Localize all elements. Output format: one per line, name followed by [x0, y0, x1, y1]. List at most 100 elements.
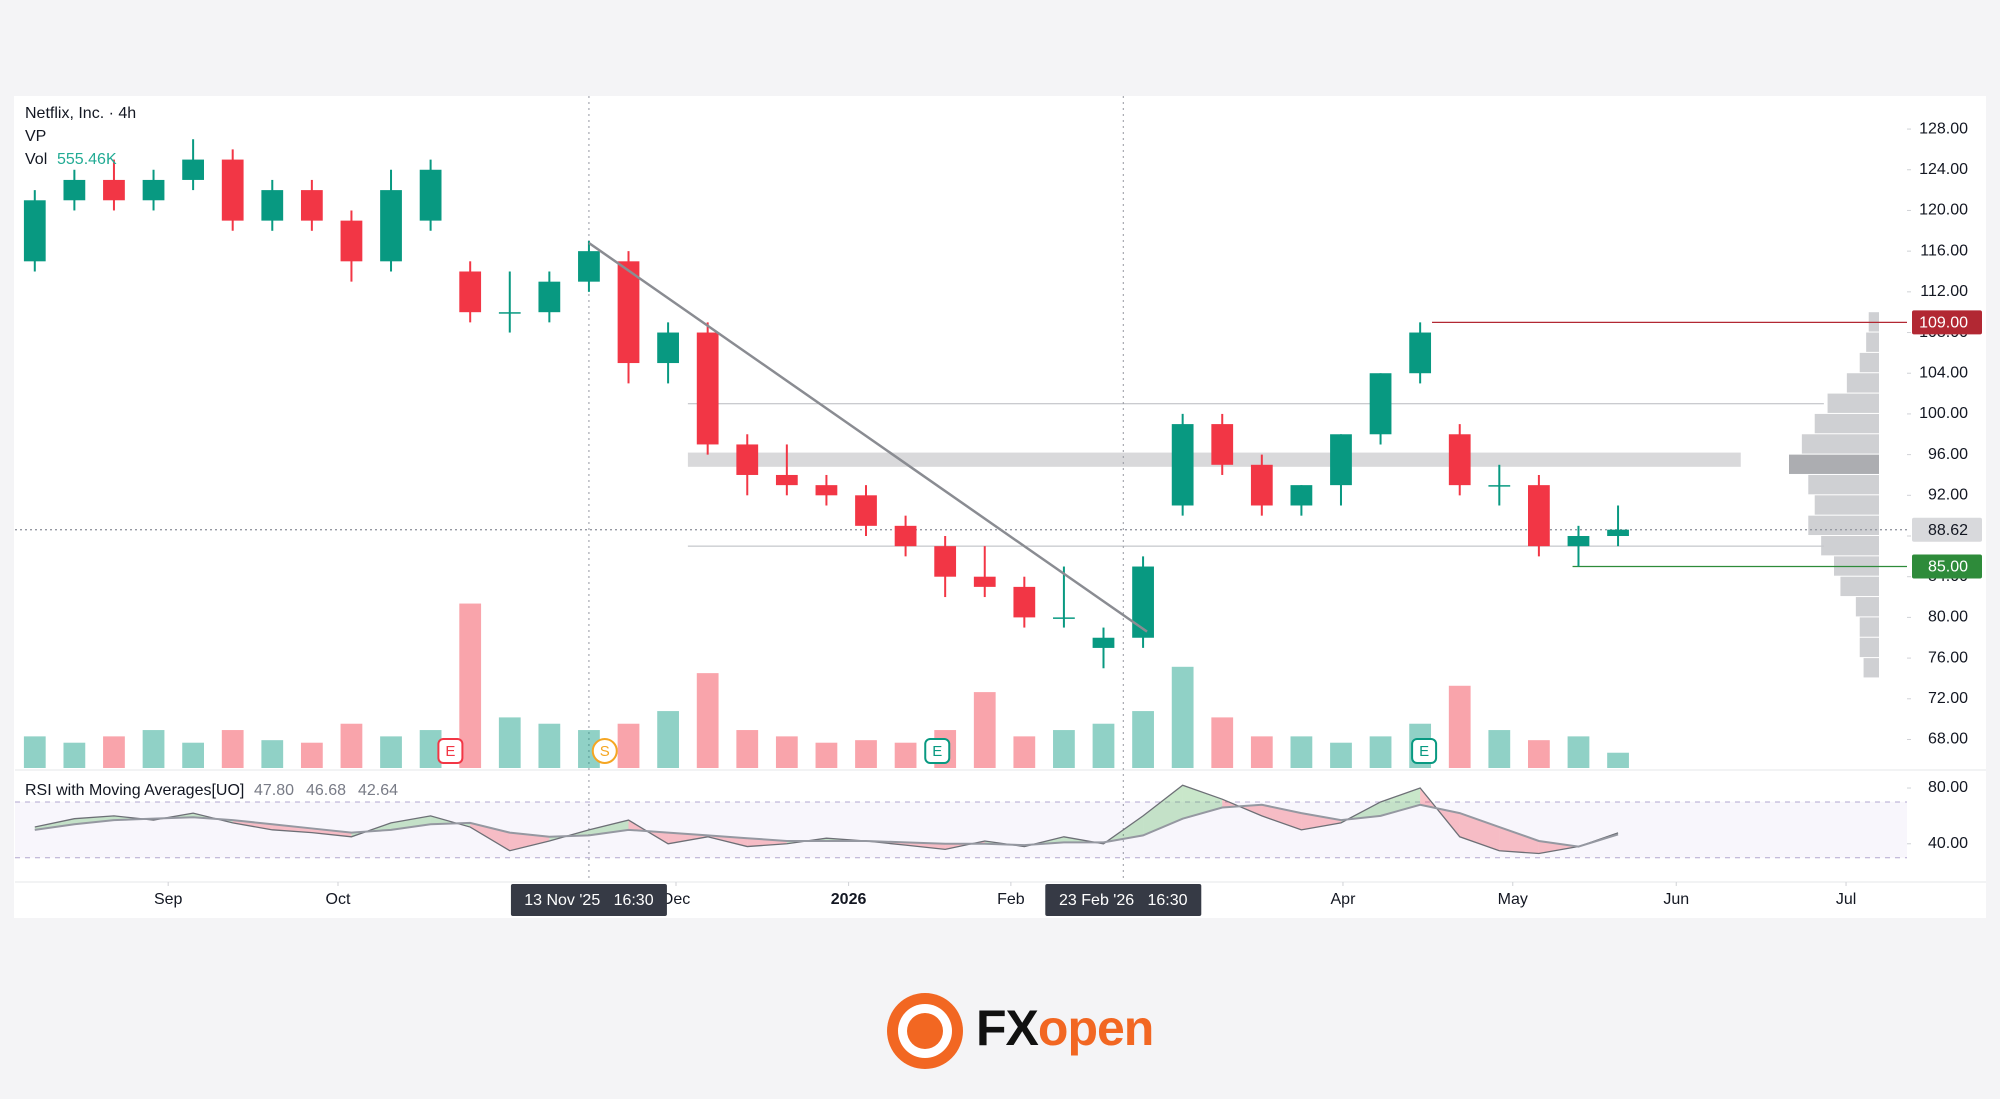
crosshair-label: 23 Feb '26 16:30 [1059, 892, 1188, 909]
volume-bar [538, 723, 561, 768]
y-tick-label: 72.00 [1928, 690, 1968, 707]
candle-body [1290, 485, 1313, 506]
volume-profile-bar [1814, 495, 1879, 515]
volume-profile-bar [1808, 515, 1879, 536]
candle-body [23, 200, 46, 262]
candle-body [1369, 373, 1392, 435]
candle-body [419, 169, 442, 221]
crosshair-label: 13 Nov '25 16:30 [524, 892, 653, 909]
logo-open: open [1038, 1000, 1153, 1056]
candle-body [617, 261, 640, 364]
logo: FXopen [887, 993, 1154, 1069]
candle-body [934, 546, 957, 577]
price-label: 85.00 [1928, 559, 1968, 576]
rsi-fill [311, 828, 352, 837]
candle-body [142, 179, 165, 201]
rsi-fill [470, 822, 510, 851]
y-tick-label: 96.00 [1928, 446, 1968, 463]
rsi-value: 47.80 [254, 782, 294, 799]
candle-body [815, 485, 838, 496]
x-tick-label: Oct [326, 891, 351, 908]
rsi-fill [74, 815, 114, 825]
candle-body [1092, 637, 1115, 648]
volume-bar [1290, 736, 1313, 768]
candle-body [340, 220, 363, 262]
volume-profile-bar [1808, 474, 1879, 495]
event-marker [591, 738, 618, 764]
volume-bar [815, 742, 838, 768]
price-label-box [1912, 517, 1982, 542]
x-tick-label: Sep [154, 891, 183, 908]
y-tick-label: 80.00 [1928, 609, 1968, 626]
indicator-label: VP [25, 128, 46, 145]
candle-body [103, 179, 125, 201]
candle-body [1330, 434, 1352, 486]
volume-value: 555.46K [57, 151, 117, 168]
volume-bar [221, 730, 244, 768]
candle-body [63, 179, 86, 201]
candle-body [1528, 485, 1550, 547]
volume-bar [103, 736, 125, 768]
event-marker [1411, 738, 1438, 764]
rsi-fill [588, 820, 629, 836]
volume-profile-bar [1789, 454, 1879, 474]
rsi-tick-label: 80.00 [1928, 779, 1968, 796]
logo-icon [907, 1013, 943, 1049]
candle-body [1171, 424, 1194, 506]
rsi-fill [1538, 840, 1579, 854]
y-tick-label: 124.00 [1919, 161, 1968, 178]
y-tick-label: 68.00 [1928, 731, 1968, 748]
y-tick-label: 104.00 [1919, 364, 1968, 381]
rsi-line [34, 784, 1619, 855]
volume-bar [63, 742, 86, 768]
x-tick-label: May [1498, 891, 1528, 908]
y-tick-label: 128.00 [1919, 120, 1968, 137]
candle-body [775, 474, 798, 486]
volume-bar [142, 730, 165, 768]
volume-bar [1250, 736, 1273, 768]
x-tick-label: Jul [1836, 891, 1856, 908]
y-tick-label: 116.00 [1920, 242, 1968, 259]
trendline [588, 241, 1148, 633]
candle-body [498, 312, 521, 314]
rsi-tick-label: 40.00 [1928, 835, 1968, 852]
rsi-fill [509, 832, 550, 851]
volume-bar [696, 673, 719, 768]
y-tick-label: 76.00 [1928, 649, 1968, 666]
x-tick-label: Jun [1663, 891, 1689, 908]
candle-body [736, 444, 759, 475]
y-tick-label: 120.00 [1919, 202, 1968, 219]
candle-body [894, 525, 917, 547]
volume-profile-bar [1814, 413, 1879, 434]
candle-body [1607, 529, 1629, 537]
volume-bar [340, 723, 363, 768]
candle-body [538, 281, 561, 313]
price-label: 88.62 [1928, 522, 1968, 539]
volume-profile-bar [1855, 597, 1879, 617]
rsi-fill [1459, 813, 1500, 851]
candle-body [855, 495, 877, 526]
volume-bar [380, 736, 402, 768]
volume-bar [1528, 740, 1550, 768]
volume-bar [459, 603, 482, 768]
volume-bar [1053, 730, 1075, 768]
volume-label: Vol [25, 151, 47, 168]
volume-profile-bar [1827, 393, 1879, 413]
candle-body [1211, 424, 1234, 465]
volume-bar [617, 723, 640, 768]
volume-profile-bar [1863, 658, 1879, 678]
volume-profile-bar [1859, 352, 1879, 373]
chart-title: Netflix, Inc. · 4h [25, 105, 136, 122]
volume-bar [1171, 666, 1194, 768]
x-tick-label: Feb [997, 891, 1025, 908]
candle-body [1409, 332, 1432, 374]
event-marker [924, 738, 951, 764]
volume-profile-bar [1840, 576, 1879, 597]
volume-bar [894, 742, 917, 768]
y-tick-label: 100.00 [1919, 405, 1968, 422]
rsi-line [34, 803, 1619, 848]
candle-body [1132, 566, 1154, 638]
y-tick-label: 112.00 [1920, 283, 1968, 300]
rsi-fill [1380, 788, 1421, 816]
logo-fx: FX [976, 1000, 1039, 1056]
